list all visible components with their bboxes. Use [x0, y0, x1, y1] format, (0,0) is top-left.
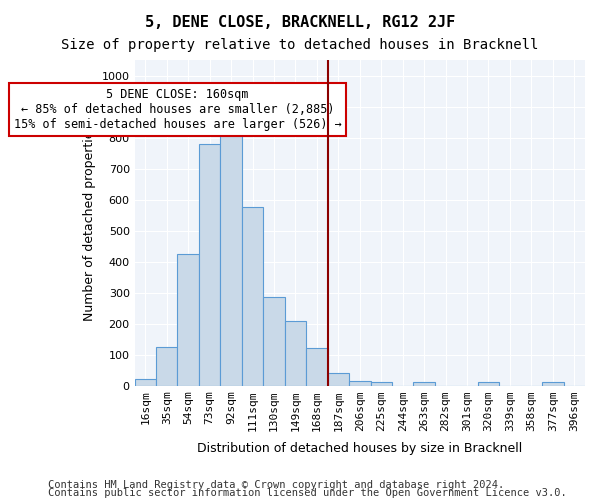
- Bar: [134, 380, 156, 386]
- X-axis label: Distribution of detached houses by size in Bracknell: Distribution of detached houses by size …: [197, 442, 523, 455]
- Bar: [242, 208, 263, 386]
- Bar: [542, 382, 563, 386]
- Y-axis label: Number of detached properties: Number of detached properties: [83, 124, 96, 322]
- Bar: [220, 136, 242, 386]
- Bar: [328, 373, 349, 386]
- Bar: [306, 348, 328, 386]
- Text: Contains public sector information licensed under the Open Government Licence v3: Contains public sector information licen…: [48, 488, 567, 498]
- Text: Contains HM Land Registry data © Crown copyright and database right 2024.: Contains HM Land Registry data © Crown c…: [48, 480, 504, 490]
- Text: 5 DENE CLOSE: 160sqm
← 85% of detached houses are smaller (2,885)
15% of semi-de: 5 DENE CLOSE: 160sqm ← 85% of detached h…: [14, 88, 341, 131]
- Bar: [478, 382, 499, 386]
- Bar: [263, 297, 285, 386]
- Text: 5, DENE CLOSE, BRACKNELL, RG12 2JF: 5, DENE CLOSE, BRACKNELL, RG12 2JF: [145, 15, 455, 30]
- Bar: [285, 322, 306, 386]
- Bar: [371, 382, 392, 386]
- Bar: [413, 382, 435, 386]
- Bar: [178, 254, 199, 386]
- Bar: [349, 381, 371, 386]
- Text: Size of property relative to detached houses in Bracknell: Size of property relative to detached ho…: [61, 38, 539, 52]
- Bar: [156, 347, 178, 386]
- Bar: [199, 144, 220, 386]
